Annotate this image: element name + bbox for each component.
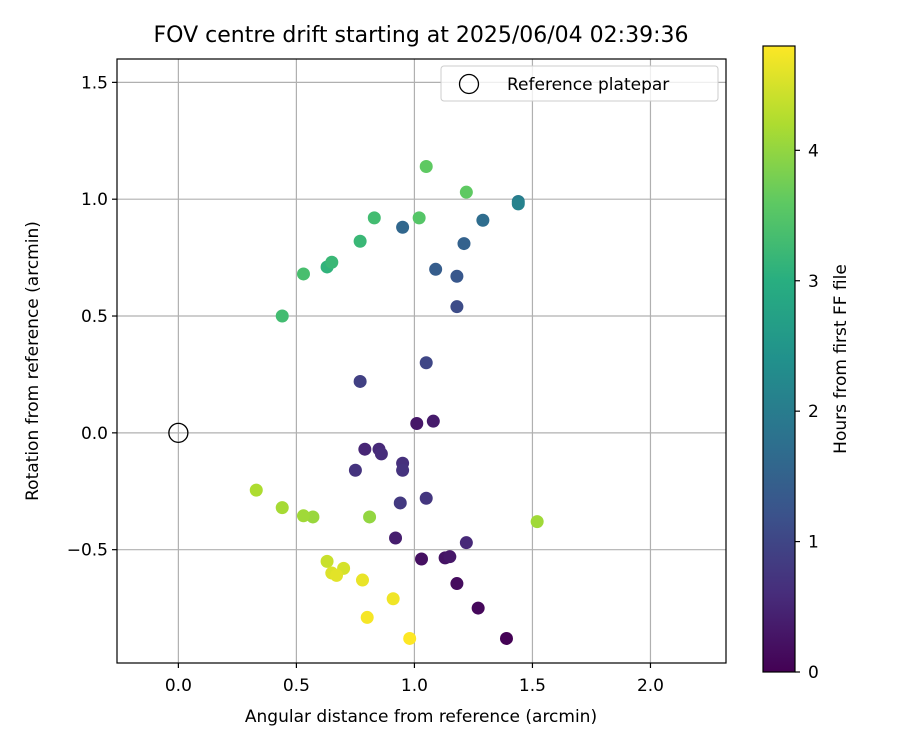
data-point [410,417,424,431]
y-axis-label: Rotation from reference (arcmin) [23,221,43,501]
y-tick-label: 0.5 [81,307,108,327]
data-point [459,185,473,199]
data-point [389,531,403,545]
data-point [249,483,263,497]
reference-platepar-marker [168,422,189,443]
legend-reference-marker [458,73,480,95]
data-point [296,509,310,523]
data-point [412,211,426,225]
data-point [530,515,544,529]
colorbar-ticks: 0 1 2 3 4 [795,141,819,683]
data-point [374,447,388,461]
colorbar-tick-label: 3 [808,272,819,292]
x-tick-label: 0.5 [283,676,310,696]
data-point [396,220,410,234]
data-point [320,554,334,568]
data-point [275,501,289,515]
data-point [415,552,428,566]
data-point [353,234,367,248]
data-point [419,159,433,173]
data-point [499,631,513,645]
x-axis-label: Angular distance from reference (arcmin) [245,707,597,727]
y-tick-label: −0.5 [67,541,108,561]
data-point [363,510,377,524]
x-tick-label: 1.5 [519,676,546,696]
data-point [367,211,381,225]
data-point [348,463,362,477]
colorbar-tick-label: 1 [808,533,819,553]
data-point [330,568,344,582]
data-point [476,213,490,227]
data-point [511,197,525,211]
chart-title: FOV centre drift starting at 2025/06/04 … [154,23,689,48]
data-point [457,237,471,251]
data-point [296,267,310,281]
data-point [459,536,473,550]
data-point [353,374,367,388]
data-point [355,573,369,587]
reference-layer [168,422,189,443]
colorbar: 0 1 2 3 4 Hours from first FF file [762,45,851,683]
legend-box [440,65,719,102]
legend: Reference platepar [440,65,719,102]
data-point [325,255,339,269]
data-point [443,550,457,564]
data-point [419,356,433,370]
y-tick-label: 1.5 [81,73,108,93]
data-point [419,491,433,505]
x-axis-ticks: 0.0 0.5 1.0 1.5 2.0 [165,663,664,696]
data-point [396,463,410,477]
data-point [450,577,464,591]
points-layer [249,159,544,645]
x-tick-label: 0.0 [165,676,192,696]
data-point [429,262,443,276]
colorbar-tick-label: 2 [808,402,819,422]
colorbar-label: Hours from first FF file [831,264,851,454]
legend-label: Reference platepar [507,75,669,95]
data-point [386,592,400,606]
y-tick-label: 0.0 [81,424,108,444]
data-point [393,496,407,510]
plot-frame [116,58,727,664]
data-point [426,414,440,428]
data-point [275,309,289,323]
y-axis-ticks: −0.5 0.0 0.5 1.0 1.5 [67,73,117,561]
x-tick-label: 1.0 [401,676,428,696]
y-tick-label: 1.0 [81,190,108,210]
data-point [450,269,464,283]
data-point [450,300,464,314]
data-point [306,510,320,524]
colorbar-gradient [762,45,796,673]
data-point [358,442,372,456]
colorbar-tick-label: 4 [808,141,819,161]
colorbar-tick-label: 0 [808,663,819,683]
data-point [471,601,485,615]
data-point [360,610,374,624]
x-tick-label: 2.0 [637,676,664,696]
data-point [403,631,417,645]
